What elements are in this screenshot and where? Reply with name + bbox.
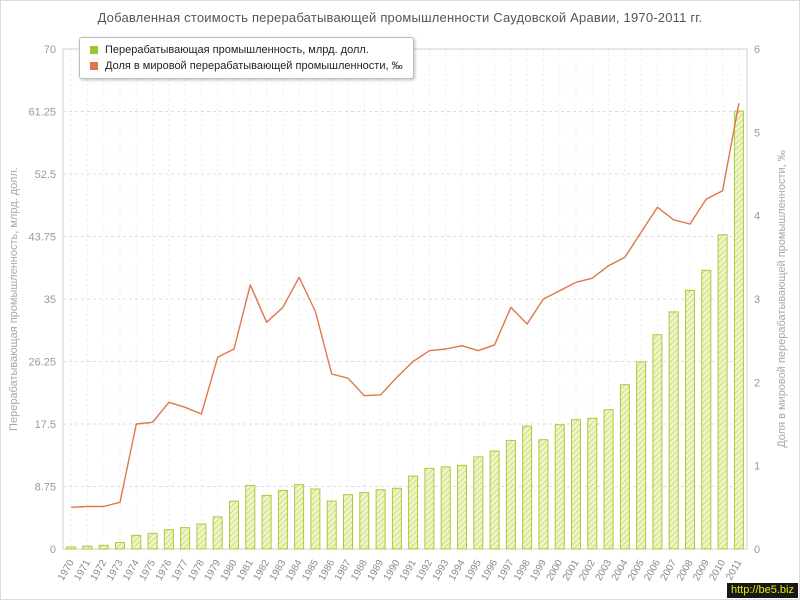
bar [701,269,712,550]
bar [212,516,223,550]
bar [668,311,679,550]
bar [619,384,630,550]
bar [717,234,728,550]
bar [326,500,337,550]
x-axis-tick-label: 2011 [724,558,744,583]
line-series-swatch [90,62,98,70]
bar [82,545,93,550]
right-axis-title: Доля в мировой перерабатывающей промышле… [776,150,788,448]
right-axis-tick-label: 4 [754,211,760,223]
bar [196,523,207,550]
line-series-label: Доля в мировой перерабатывающей промышле… [105,60,403,72]
legend-item-manufacturing[interactable]: Перерабатывающая промышленность, млрд. д… [90,44,403,56]
left-axis-tick-label: 52.5 [35,169,56,181]
bar [261,494,272,550]
bar [343,494,353,550]
left-axis-tick-label: 35 [44,294,56,306]
bar [277,489,288,550]
right-axis-tick-label: 3 [754,294,760,306]
bar [115,542,125,550]
bar [98,544,109,550]
bar-series-swatch [90,46,98,54]
bar [375,489,386,550]
right-axis-tick-label: 0 [754,544,760,556]
bar [163,529,174,550]
bar [408,475,419,550]
bar [685,289,695,550]
legend-item-world-share[interactable]: Доля в мировой перерабатывающей промышле… [90,60,403,72]
bar [571,419,581,550]
bar [554,424,565,550]
bar [440,466,451,550]
bar [391,487,402,550]
left-axis-tick-label: 61.25 [28,107,56,119]
left-axis-tick-label: 17.5 [35,419,56,431]
bar [359,492,370,550]
left-axis-tick-label: 0 [50,544,56,556]
left-axis-title: Перерабатывающая промышленность, млрд. д… [8,167,20,431]
left-axis-tick-label: 8.75 [35,482,56,494]
bar [424,467,435,550]
bar [310,488,321,550]
bar [294,484,305,550]
bar [522,425,533,550]
bar [131,534,142,550]
bar [229,500,239,550]
bar [180,527,191,550]
left-axis-tick-label: 26.25 [28,357,56,369]
bar [587,417,598,550]
chart-title: Добавленная стоимость перерабатывающей п… [97,10,703,25]
share-line [71,103,740,508]
bar [652,334,663,550]
legend: Перерабатывающая промышленность, млрд. д… [79,37,414,79]
right-axis-tick-label: 6 [754,44,760,56]
bar [245,484,256,550]
bar [489,450,500,550]
right-axis-tick-label: 1 [754,461,760,473]
bar [457,464,467,550]
bar [147,532,158,550]
x-axis-tick-label: 2010 [708,558,729,583]
watermark-link[interactable]: http://be5.biz [727,583,798,598]
bar-series-label: Перерабатывающая промышленность, млрд. д… [105,44,369,56]
bar [603,409,614,550]
bar [538,439,549,550]
bar [66,546,77,550]
bar [505,439,516,550]
right-axis-tick-label: 2 [754,377,760,389]
left-axis-tick-label: 43.75 [28,232,56,244]
bar [473,456,484,550]
bar [733,110,744,550]
bar [636,361,647,550]
left-axis-tick-label: 70 [44,44,56,56]
right-axis-tick-label: 5 [754,127,760,139]
